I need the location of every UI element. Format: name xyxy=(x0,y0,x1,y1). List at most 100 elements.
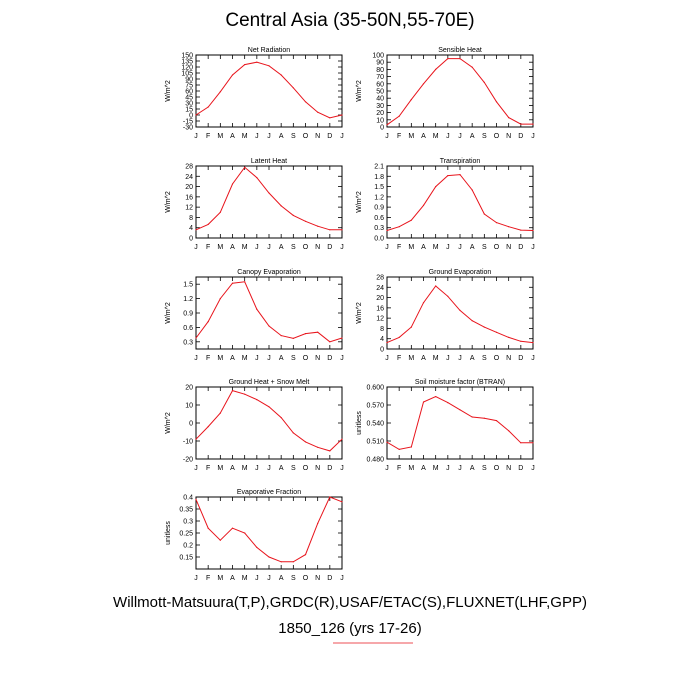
data-point xyxy=(317,111,319,113)
y-tick-label: 0.570 xyxy=(366,403,384,410)
series-line xyxy=(195,281,343,343)
data-point xyxy=(410,446,412,448)
y-tick-label: 0.480 xyxy=(366,457,384,464)
y-tick-label: 28 xyxy=(376,275,384,282)
y-tick-label: 50 xyxy=(376,89,384,96)
data-point xyxy=(422,302,425,304)
data-point xyxy=(317,331,319,333)
x-tick-label: M xyxy=(433,355,439,362)
series-line xyxy=(195,166,342,231)
plot-frame xyxy=(195,496,343,570)
x-tick-label: F xyxy=(397,244,401,251)
x-tick-label: A xyxy=(470,355,475,362)
y-axis-label: W/m^2 xyxy=(356,191,363,213)
y-tick-label: 0 xyxy=(189,113,193,120)
x-tick-label: O xyxy=(303,355,309,362)
data-point xyxy=(304,101,307,103)
data-point xyxy=(422,204,425,206)
data-point xyxy=(422,401,425,403)
x-tick-label: A xyxy=(230,133,235,140)
y-tick-label: 0 xyxy=(189,421,193,428)
series-line xyxy=(195,61,343,119)
data-point xyxy=(532,123,534,125)
x-tick-label: M xyxy=(408,244,414,251)
x-tick-label: N xyxy=(506,133,511,140)
y-tick-label: 60 xyxy=(376,81,384,88)
x-tick-label: O xyxy=(494,355,500,362)
x-tick-label: J xyxy=(446,465,450,472)
y-tick-label: 45 xyxy=(185,95,193,102)
y-tick-label: 20 xyxy=(185,184,193,191)
y-tick-label: 0.3 xyxy=(183,339,193,346)
data-point xyxy=(231,183,234,185)
data-point xyxy=(459,409,461,411)
x-tick-label: O xyxy=(303,133,309,140)
data-point xyxy=(329,117,331,119)
x-tick-label: A xyxy=(279,465,284,472)
y-tick-label: 0.3 xyxy=(183,519,193,526)
x-tick-label: M xyxy=(408,465,414,472)
x-tick-label: J xyxy=(194,575,198,582)
x-tick-label: J xyxy=(531,355,535,362)
plot-frame xyxy=(386,386,534,460)
data-point xyxy=(207,223,209,225)
x-tick-label: M xyxy=(242,133,248,140)
data-point xyxy=(386,124,388,126)
data-point xyxy=(292,214,294,216)
x-tick-label: O xyxy=(303,575,309,582)
data-point xyxy=(317,522,319,525)
x-tick-label: A xyxy=(279,244,284,251)
x-tick-label: S xyxy=(291,244,296,251)
data-point xyxy=(435,186,437,188)
panel-title: Soil moisture factor (BTRAN) xyxy=(415,379,505,386)
plot-frame xyxy=(195,276,343,350)
y-tick-label: 0.9 xyxy=(374,205,384,212)
x-tick-label: J xyxy=(194,465,198,472)
series-line xyxy=(386,396,533,450)
series-line xyxy=(386,174,534,231)
data-point xyxy=(341,438,343,440)
y-tick-label: 1.2 xyxy=(183,296,193,303)
data-point xyxy=(244,281,246,283)
x-tick-label: J xyxy=(458,133,462,140)
data-point xyxy=(219,412,221,414)
data-point xyxy=(231,527,234,529)
x-tick-label: S xyxy=(482,355,487,362)
y-tick-label: -10 xyxy=(183,439,193,446)
data-point xyxy=(410,326,412,328)
data-point xyxy=(341,114,343,116)
x-tick-label: M xyxy=(242,355,248,362)
y-tick-label: 0.6 xyxy=(183,325,193,332)
x-tick-label: A xyxy=(279,575,284,582)
x-tick-label: A xyxy=(279,133,284,140)
x-tick-label: F xyxy=(206,575,210,582)
data-point xyxy=(398,115,400,117)
data-point xyxy=(292,337,294,339)
x-tick-label: F xyxy=(397,355,401,362)
data-point xyxy=(329,450,331,452)
data-point xyxy=(256,61,258,63)
data-point xyxy=(483,81,485,83)
x-tick-label: J xyxy=(340,244,344,251)
data-point xyxy=(532,342,534,344)
y-tick-label: -15 xyxy=(183,119,193,126)
x-tick-label: O xyxy=(303,244,309,251)
x-tick-label: J xyxy=(458,465,462,472)
x-tick-label: S xyxy=(291,355,296,362)
panel-title: Net Radiation xyxy=(248,47,291,54)
data-point xyxy=(244,64,246,66)
y-tick-label: 0.35 xyxy=(179,507,193,514)
panel-title: Latent Heat xyxy=(251,158,287,165)
x-tick-label: N xyxy=(315,465,320,472)
data-point xyxy=(280,335,282,337)
data-point xyxy=(219,91,221,93)
x-tick-label: S xyxy=(482,244,487,251)
x-tick-label: J xyxy=(267,133,271,140)
data-point xyxy=(398,336,400,338)
x-tick-label: A xyxy=(421,133,426,140)
x-tick-label: M xyxy=(242,575,248,582)
data-point xyxy=(495,222,498,224)
